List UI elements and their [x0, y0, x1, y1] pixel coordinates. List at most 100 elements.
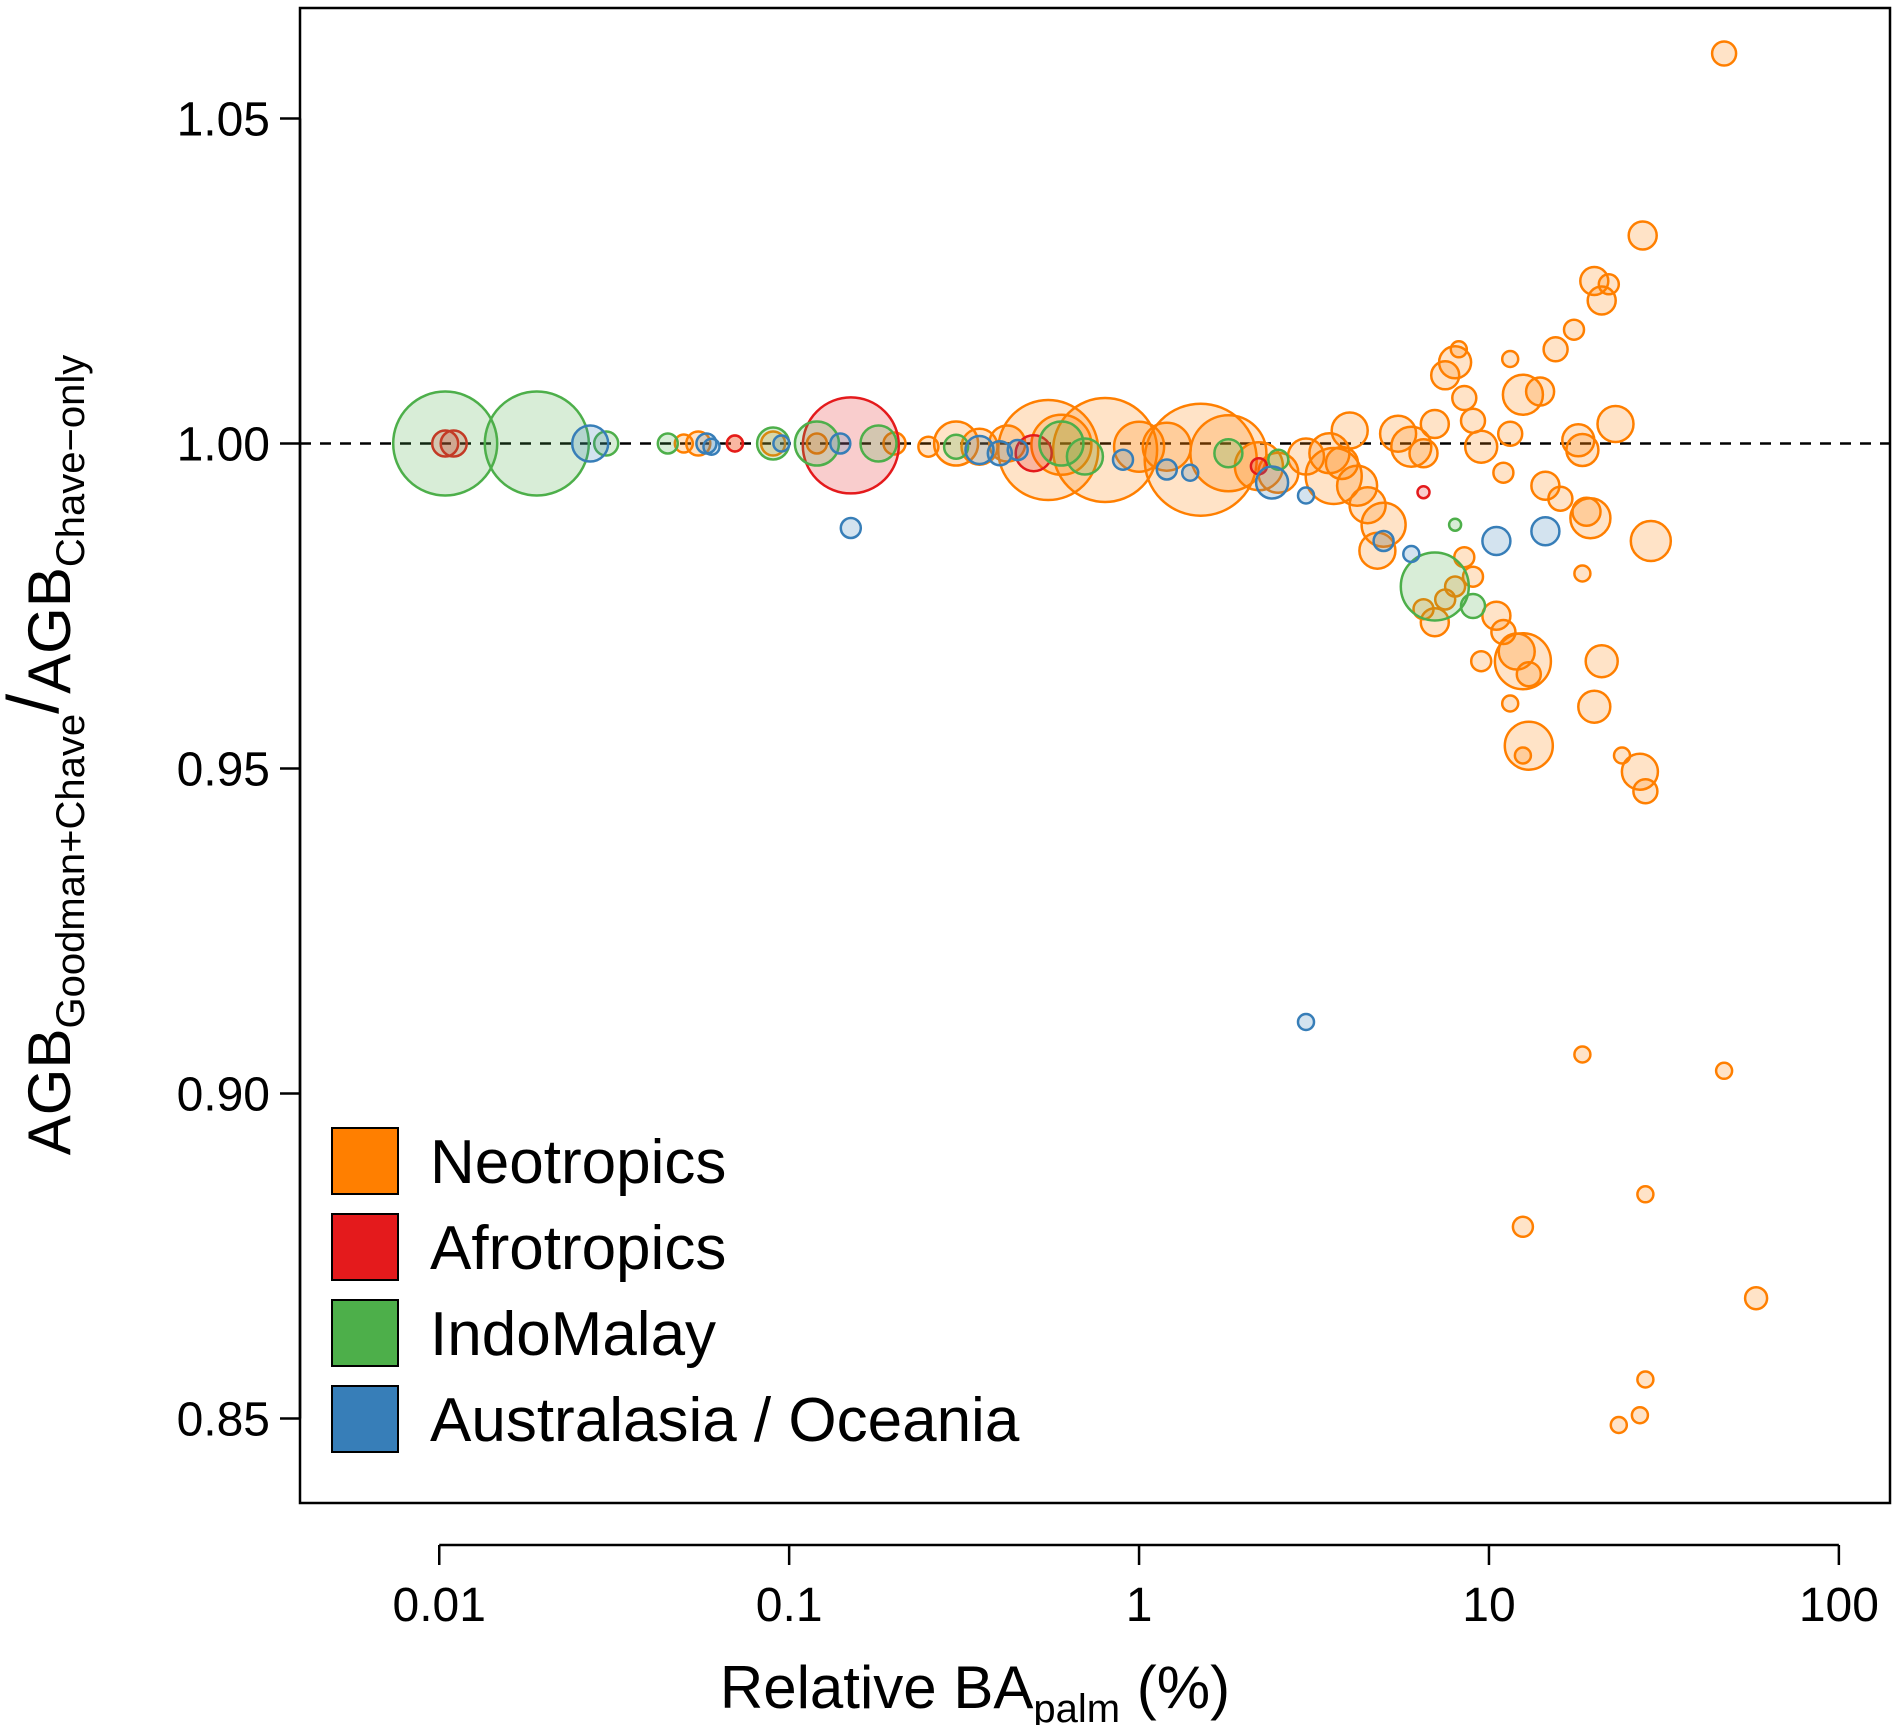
y-tick-label: 0.90 — [177, 1069, 270, 1122]
data-point — [725, 434, 745, 453]
legend-label-indomalay: IndoMalay — [430, 1300, 716, 1369]
x-tick-label: 0.1 — [756, 1579, 823, 1632]
data-point — [1577, 689, 1612, 724]
data-point — [1629, 519, 1673, 563]
data-point — [1530, 515, 1561, 547]
y-axis-label-numerator-sub: Goodman+Chave — [49, 714, 93, 1029]
data-point — [656, 432, 680, 455]
data-point — [1360, 501, 1407, 548]
x-tick-label: 1 — [1126, 1579, 1153, 1632]
data-point — [805, 432, 829, 455]
x-tick-label: 100 — [1799, 1579, 1879, 1632]
data-point — [1038, 420, 1085, 467]
data-point — [964, 434, 995, 466]
data-point — [1500, 349, 1520, 369]
data-point — [1609, 1415, 1629, 1435]
data-point — [1443, 575, 1467, 598]
data-point — [1447, 517, 1463, 532]
y-axis-label: AGBGoodman+Chave/AGBChave−only — [0, 355, 93, 1155]
data-point — [1573, 564, 1592, 583]
data-point — [1632, 777, 1659, 805]
data-point — [1515, 660, 1543, 688]
x-axis-label-sub: palm — [1033, 1687, 1120, 1725]
y-tick-label: 1.05 — [177, 94, 270, 147]
data-point — [1584, 643, 1619, 679]
data-point — [1378, 414, 1418, 453]
data-point — [1006, 438, 1029, 462]
series-neotropics — [673, 40, 1769, 1435]
data-point — [1296, 486, 1316, 505]
series-indomalay — [391, 390, 1487, 622]
data-point — [1180, 463, 1200, 482]
data-point — [1451, 384, 1478, 412]
data-point — [829, 432, 852, 455]
data-points — [391, 40, 1769, 1435]
data-point — [1267, 448, 1290, 471]
data-point — [1597, 273, 1621, 296]
data-point — [1500, 694, 1520, 713]
data-point — [1524, 376, 1556, 407]
data-point — [772, 434, 791, 453]
x-axis-label-main: Relative BA — [720, 1654, 1033, 1721]
legend-label-neotropics: Neotropics — [430, 1128, 726, 1197]
x-axis: 0.01 0.1 1 10 100 — [393, 1543, 1879, 1632]
y-tick-label: 1.00 — [177, 419, 270, 472]
data-point — [839, 516, 863, 540]
data-point — [1189, 413, 1268, 493]
x-tick-label: 0.01 — [393, 1579, 486, 1632]
data-point — [1330, 411, 1369, 450]
data-point — [391, 390, 499, 497]
data-point — [1335, 464, 1379, 507]
data-point — [942, 433, 970, 460]
data-point — [1542, 336, 1569, 363]
data-point — [570, 424, 610, 463]
data-point — [1459, 407, 1487, 434]
y-axis-label-denominator-sub: Chave−only — [49, 355, 93, 567]
y-tick-label: 0.95 — [177, 744, 270, 797]
data-point — [1627, 220, 1658, 251]
data-point — [1408, 437, 1439, 469]
data-point — [1743, 1285, 1769, 1311]
y-axis: 0.85 0.90 0.95 1.00 1.05 — [177, 94, 302, 1447]
data-point — [859, 424, 898, 463]
data-point — [1596, 404, 1635, 444]
data-point — [1111, 448, 1135, 471]
series-australasia-oceania — [570, 424, 1561, 1032]
data-point — [1503, 720, 1555, 771]
data-point — [1612, 746, 1632, 765]
data-point — [1630, 1405, 1650, 1425]
legend-label-australasia-oceania: Australasia / Oceania — [430, 1386, 1020, 1455]
data-point — [439, 429, 468, 458]
data-point — [1714, 1061, 1734, 1081]
data-point — [1496, 420, 1524, 447]
y-axis-label-slash: / — [0, 694, 74, 714]
legend-swatch-afrotropics — [331, 1213, 399, 1281]
data-point — [793, 420, 841, 467]
data-point — [1254, 465, 1290, 500]
data-point — [1579, 265, 1610, 297]
data-point — [1492, 461, 1515, 484]
data-point — [882, 431, 907, 456]
data-point — [1348, 485, 1387, 525]
data-point — [1213, 437, 1244, 469]
data-point — [1710, 40, 1738, 67]
data-point — [1481, 525, 1512, 557]
data-point — [1493, 631, 1553, 691]
data-point — [430, 429, 460, 458]
legend-swatch-australasia-oceania — [331, 1385, 399, 1453]
data-point — [1065, 437, 1105, 476]
data-point — [1636, 1370, 1655, 1389]
data-point — [1296, 1012, 1316, 1032]
legend-swatch-neotropics — [331, 1127, 399, 1195]
data-point — [1469, 649, 1493, 673]
y-axis-label-numerator: AGB — [16, 1029, 83, 1156]
x-axis-label-suffix: (%) — [1120, 1654, 1230, 1721]
data-point — [1155, 458, 1179, 481]
data-point — [1419, 606, 1451, 638]
data-point — [1449, 340, 1469, 359]
data-point — [1513, 746, 1533, 765]
data-point — [986, 439, 1014, 467]
x-tick-label: 10 — [1462, 1579, 1515, 1632]
data-point — [1419, 408, 1451, 440]
legend-label-afrotropics: Afrotropics — [430, 1214, 726, 1283]
